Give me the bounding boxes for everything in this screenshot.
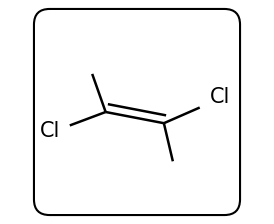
Text: Cl: Cl (39, 121, 60, 141)
Text: Cl: Cl (210, 87, 230, 108)
